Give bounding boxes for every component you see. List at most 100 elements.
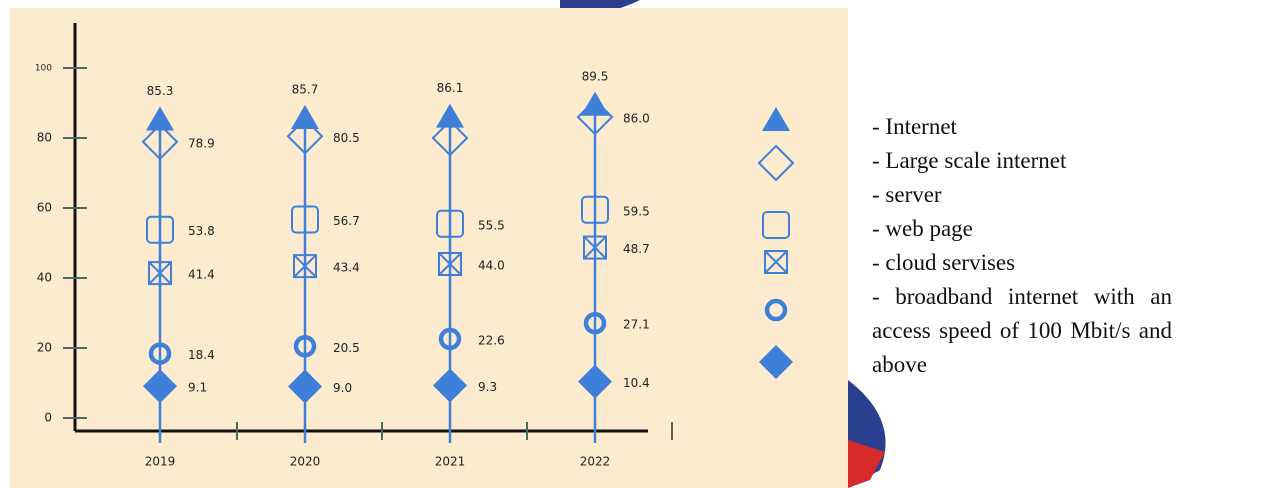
value-label: 9.1 [188, 381, 207, 395]
marker-shape [581, 195, 609, 224]
legend-marker [759, 345, 793, 379]
value-label: 80.5 [333, 131, 360, 145]
marker [293, 254, 317, 279]
marker [433, 368, 467, 403]
marker-shape [762, 107, 790, 131]
x-tick-label: 2022 [580, 455, 611, 469]
value-label: 89.5 [582, 69, 609, 83]
marker-shape [438, 252, 462, 276]
marker [146, 215, 174, 244]
marker [581, 195, 609, 224]
marker-shape [764, 298, 788, 322]
marker-shape [148, 261, 172, 286]
value-label: 59.5 [623, 204, 650, 218]
value-label: 48.7 [623, 242, 650, 256]
marker-shape [436, 103, 464, 128]
value-label: 56.7 [333, 214, 360, 228]
marker-shape [433, 368, 467, 403]
legend-label: - server [872, 182, 942, 207]
x-tick-label: 2019 [145, 455, 176, 469]
legend-marker [757, 144, 795, 182]
marker-shape [431, 119, 469, 157]
legend-label: - Internet [872, 114, 957, 139]
y-tick-label: 100 [35, 64, 52, 74]
marker [431, 119, 469, 157]
value-label: 78.9 [188, 136, 215, 150]
marker-shape [581, 91, 609, 116]
value-label: 22.6 [478, 333, 505, 347]
value-label: 55.5 [478, 218, 505, 232]
marker [438, 252, 462, 276]
marker [436, 209, 464, 238]
marker [438, 327, 462, 351]
marker [581, 91, 609, 116]
marker [293, 335, 317, 358]
marker [141, 123, 179, 161]
marker [148, 342, 172, 365]
marker-shape [143, 369, 177, 404]
marker-shape [286, 117, 324, 155]
value-label: 20.5 [333, 341, 360, 355]
marker-shape [764, 250, 788, 274]
value-label: 53.8 [188, 224, 215, 238]
y-tick-label: 80 [37, 131, 52, 145]
marker [146, 106, 174, 131]
marker-shape [291, 105, 319, 130]
marker [576, 98, 614, 136]
marker-shape [293, 335, 317, 358]
value-label: 85.3 [147, 84, 174, 98]
value-label: 9.0 [333, 381, 352, 395]
marker-shape [293, 254, 317, 279]
y-tick-label: 20 [37, 341, 52, 355]
marker-shape [583, 311, 607, 335]
value-label: 85.7 [292, 83, 319, 97]
y-tick-label: 60 [37, 201, 52, 215]
legend-marker [762, 107, 790, 131]
legend-marker [762, 211, 790, 239]
value-label: 43.4 [333, 261, 360, 275]
marker [143, 369, 177, 404]
y-tick-label: 0 [44, 411, 52, 425]
legend-label: - web page [872, 216, 973, 241]
legend-marker [764, 250, 788, 274]
marker-shape [438, 252, 462, 276]
marker-shape [578, 364, 612, 399]
marker-shape [759, 345, 793, 379]
marker-shape [288, 369, 322, 404]
value-label: 10.4 [623, 376, 650, 390]
marker-shape [148, 261, 172, 285]
marker-shape [436, 209, 464, 238]
plot-background [10, 8, 848, 488]
marker-shape [291, 205, 319, 234]
value-label: 44.0 [478, 259, 505, 273]
marker [583, 311, 607, 335]
marker-shape [764, 250, 788, 274]
marker-shape [757, 144, 795, 182]
marker [286, 117, 324, 155]
legend-marker [764, 298, 788, 322]
value-label: 86.1 [437, 81, 464, 95]
value-label: 86.0 [623, 112, 650, 126]
marker-shape [146, 215, 174, 244]
marker-shape [148, 342, 172, 365]
x-tick-label: 2021 [435, 455, 466, 469]
marker [288, 369, 322, 404]
value-label: 27.1 [623, 318, 650, 332]
marker-shape [141, 123, 179, 161]
decoration [848, 440, 885, 488]
marker-shape [583, 235, 607, 260]
legend-label: - cloud servises [872, 250, 1016, 275]
legend-label: - broadband internet with an access spee… [872, 284, 1172, 377]
marker-shape [438, 327, 462, 351]
y-tick-label: 40 [37, 271, 52, 285]
marker-shape [762, 211, 790, 239]
marker [578, 364, 612, 399]
x-tick-label: 2020 [290, 455, 321, 469]
marker [291, 205, 319, 234]
marker [583, 235, 607, 260]
value-label: 18.4 [188, 348, 215, 362]
legend: - Internet - Large scale internet - server… [872, 110, 1172, 382]
marker [436, 103, 464, 128]
marker-shape [583, 235, 607, 260]
